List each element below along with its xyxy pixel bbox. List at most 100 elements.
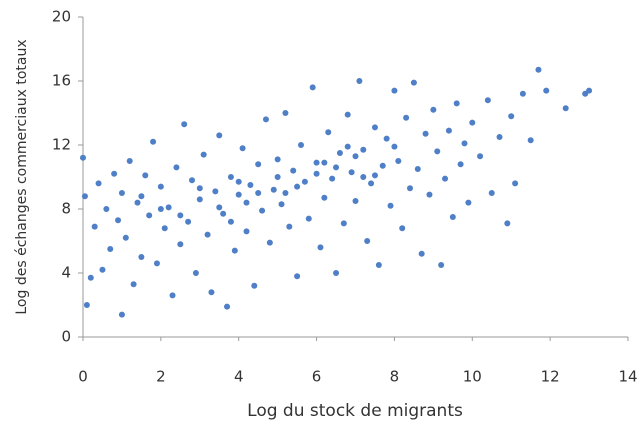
point	[196, 196, 203, 203]
point	[356, 78, 363, 84]
point	[352, 198, 359, 204]
x-axis-label: Log du stock de migrants	[247, 401, 463, 421]
point	[231, 247, 238, 254]
point	[150, 138, 157, 145]
point	[348, 169, 355, 176]
point	[484, 97, 491, 104]
point	[208, 289, 215, 296]
point	[130, 281, 137, 288]
point	[282, 110, 289, 116]
point	[457, 161, 464, 168]
point	[235, 191, 242, 198]
point	[317, 244, 324, 251]
point	[403, 114, 410, 121]
point	[294, 273, 301, 280]
point	[270, 186, 277, 193]
point	[364, 238, 371, 244]
point	[410, 79, 417, 86]
x-tick-label: 6	[312, 368, 322, 386]
point	[430, 106, 437, 113]
point	[344, 111, 351, 118]
point	[313, 159, 320, 166]
point	[391, 87, 398, 94]
point	[220, 210, 227, 217]
point	[333, 164, 340, 171]
point	[352, 153, 359, 160]
point	[153, 260, 160, 267]
point	[81, 193, 88, 200]
point	[360, 174, 367, 180]
point	[426, 191, 433, 198]
point	[329, 175, 336, 182]
point	[325, 129, 332, 136]
point	[103, 206, 110, 212]
y-axis-label: Log des échanges commerciaux totaux	[14, 39, 30, 314]
point	[586, 87, 593, 94]
point	[255, 190, 262, 196]
point	[453, 100, 460, 107]
point	[461, 140, 468, 147]
point	[266, 239, 273, 246]
point	[126, 158, 133, 164]
point	[535, 66, 542, 73]
point	[383, 135, 390, 142]
point	[309, 84, 316, 91]
point	[305, 215, 312, 222]
point	[512, 180, 519, 187]
point	[360, 146, 367, 153]
point	[469, 119, 476, 126]
point	[169, 292, 176, 299]
point	[177, 241, 184, 248]
point	[527, 137, 534, 144]
point	[95, 180, 102, 187]
point	[107, 246, 114, 252]
point	[247, 182, 254, 188]
x-tick-label: 0	[78, 368, 88, 386]
point	[224, 303, 231, 310]
x-tick-label: 2	[156, 368, 166, 386]
point	[157, 183, 164, 190]
point	[488, 190, 495, 196]
point	[395, 158, 402, 164]
point	[399, 225, 406, 232]
point	[118, 190, 125, 196]
point	[282, 190, 289, 196]
x-tick-label: 10	[463, 368, 482, 386]
point	[227, 218, 234, 225]
point	[165, 204, 172, 211]
point	[181, 121, 188, 128]
point	[239, 145, 246, 152]
point	[200, 151, 207, 158]
point	[91, 223, 98, 230]
point	[185, 218, 192, 225]
point	[87, 274, 94, 281]
point	[340, 220, 347, 227]
point	[157, 206, 164, 212]
point	[189, 177, 195, 184]
point	[504, 220, 511, 227]
point	[177, 212, 184, 219]
point	[418, 250, 425, 257]
point	[371, 124, 378, 131]
point	[255, 161, 262, 168]
point	[80, 154, 86, 161]
point	[543, 87, 550, 94]
point	[442, 175, 449, 182]
point	[138, 254, 145, 260]
point	[83, 302, 90, 308]
point	[138, 193, 145, 200]
point	[216, 132, 223, 139]
point	[122, 234, 129, 241]
point	[321, 194, 328, 201]
point	[438, 262, 445, 268]
point	[344, 143, 351, 150]
point	[313, 170, 320, 177]
point	[134, 199, 141, 206]
point	[274, 174, 281, 180]
point	[422, 130, 429, 137]
point	[111, 170, 118, 177]
point	[278, 201, 285, 208]
point	[449, 214, 456, 220]
point	[368, 180, 375, 187]
